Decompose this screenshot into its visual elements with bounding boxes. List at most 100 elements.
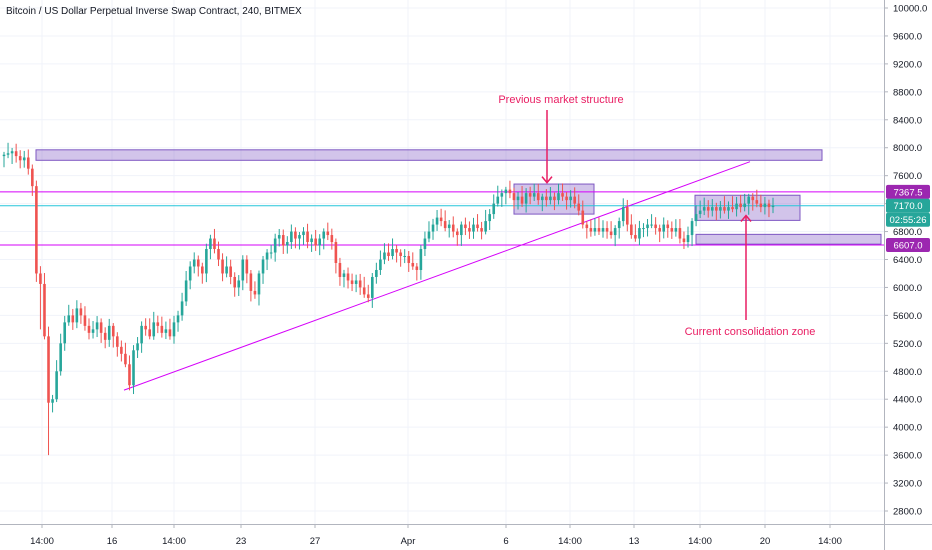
candle-body <box>132 350 135 386</box>
y-tick-label: 4800.0 <box>893 367 922 378</box>
candle-body <box>763 203 767 208</box>
candle-body <box>51 399 54 403</box>
candle-body <box>350 280 354 284</box>
y-tick-label: 3600.0 <box>893 451 922 462</box>
candle-body <box>451 224 455 232</box>
candle-body <box>221 259 224 274</box>
candle-body <box>589 228 593 232</box>
candle-body <box>99 322 103 333</box>
candle-body <box>67 315 71 323</box>
candle-body <box>460 224 463 236</box>
candle-body <box>225 266 228 274</box>
candle-body <box>148 329 152 337</box>
candle-body <box>630 224 633 236</box>
candle-body <box>387 252 390 257</box>
price-axis[interactable]: 2800.0 3200.0 3600.0 4000.0 4400.0 4800.0 5200… <box>884 4 927 518</box>
candle-body <box>39 273 42 284</box>
candle-body <box>188 266 192 281</box>
candle-body <box>447 224 451 229</box>
candle-body <box>314 238 317 246</box>
candle-body <box>233 276 236 288</box>
candle-body <box>569 196 572 201</box>
x-tick-label: 16 <box>107 536 118 547</box>
candle-body <box>658 228 661 232</box>
candle-body <box>723 207 726 211</box>
y-tick-label: 8800.0 <box>893 87 922 98</box>
y-tick-label: 2800.0 <box>893 507 922 518</box>
candle-body <box>6 153 10 155</box>
candle-body <box>358 280 362 288</box>
candle-body <box>557 193 560 201</box>
candle-body <box>617 221 621 229</box>
candle-body <box>613 228 617 236</box>
candle-body <box>55 371 58 400</box>
candle-body <box>136 343 139 351</box>
time-axis[interactable]: 14:00 16 14:00 23 27 Apr 6 14:00 13 14:00 20 14:00 <box>30 524 842 547</box>
chart-title: Bitcoin / US Dollar Perpetual Inverse Sw… <box>6 6 302 17</box>
annotations: Previous market structure Current consoli… <box>498 94 815 338</box>
candle-body <box>298 235 301 239</box>
trendline[interactable] <box>123 161 751 391</box>
x-tick-label: 14:00 <box>688 536 712 547</box>
candle-body <box>237 280 241 288</box>
candle-body <box>253 290 257 295</box>
candle-body <box>642 228 645 230</box>
candle-body <box>435 217 439 225</box>
candle-body <box>488 214 491 222</box>
candle-body <box>192 259 196 267</box>
x-tick-label: 23 <box>236 536 247 547</box>
candle-body <box>767 203 771 208</box>
upper-resistance-zone <box>35 149 823 161</box>
y-tick-label: 6400.0 <box>893 255 922 266</box>
y-tick-label: 9600.0 <box>893 31 922 42</box>
candle-body <box>2 154 6 157</box>
y-tick-label: 6800.0 <box>893 227 922 238</box>
price-badge-6607 <box>886 238 930 253</box>
candle-body <box>318 238 321 246</box>
candle-body <box>164 329 168 333</box>
candle-body <box>383 252 386 260</box>
candles <box>2 142 775 456</box>
candle-body <box>59 343 62 372</box>
candle-body <box>468 228 471 232</box>
y-tick-label: 8000.0 <box>893 143 922 154</box>
candle-body <box>152 322 156 337</box>
y-tick-label: 6000.0 <box>893 283 922 294</box>
candle-body <box>257 273 261 295</box>
candle-body <box>605 228 609 232</box>
candle-body <box>306 231 309 243</box>
candle-body <box>715 207 718 211</box>
candle-body <box>403 256 406 258</box>
candle-body <box>702 207 706 211</box>
price-badge-7367 <box>886 184 930 199</box>
y-tick-label: 5200.0 <box>893 339 922 350</box>
candle-body <box>625 207 629 225</box>
y-tick-label: 10000.0 <box>893 4 927 15</box>
x-tick-label: 6 <box>503 536 508 547</box>
x-tick-label: 20 <box>760 536 771 547</box>
candle-body <box>14 151 18 157</box>
y-tick-label: 4000.0 <box>893 423 922 434</box>
candle-body <box>83 315 87 326</box>
candle-body <box>245 259 249 274</box>
annotation-label: Previous market structure <box>498 94 623 106</box>
candle-body <box>464 224 467 229</box>
candle-body <box>561 193 564 197</box>
annotation-arrowhead <box>740 214 752 222</box>
candle-body <box>168 329 172 337</box>
candle-body <box>103 332 107 340</box>
candle-body <box>71 315 75 323</box>
candle-body <box>79 308 83 316</box>
candle-body <box>731 207 734 210</box>
candle-body <box>18 156 22 161</box>
candle-body <box>294 231 297 239</box>
candle-body <box>375 269 378 277</box>
candle-body <box>302 231 305 236</box>
candle-body <box>747 196 751 204</box>
candle-body <box>286 242 289 246</box>
candle-body <box>322 231 326 239</box>
candle-body <box>326 231 330 236</box>
candle-body <box>362 287 366 295</box>
candle-body <box>431 224 435 232</box>
